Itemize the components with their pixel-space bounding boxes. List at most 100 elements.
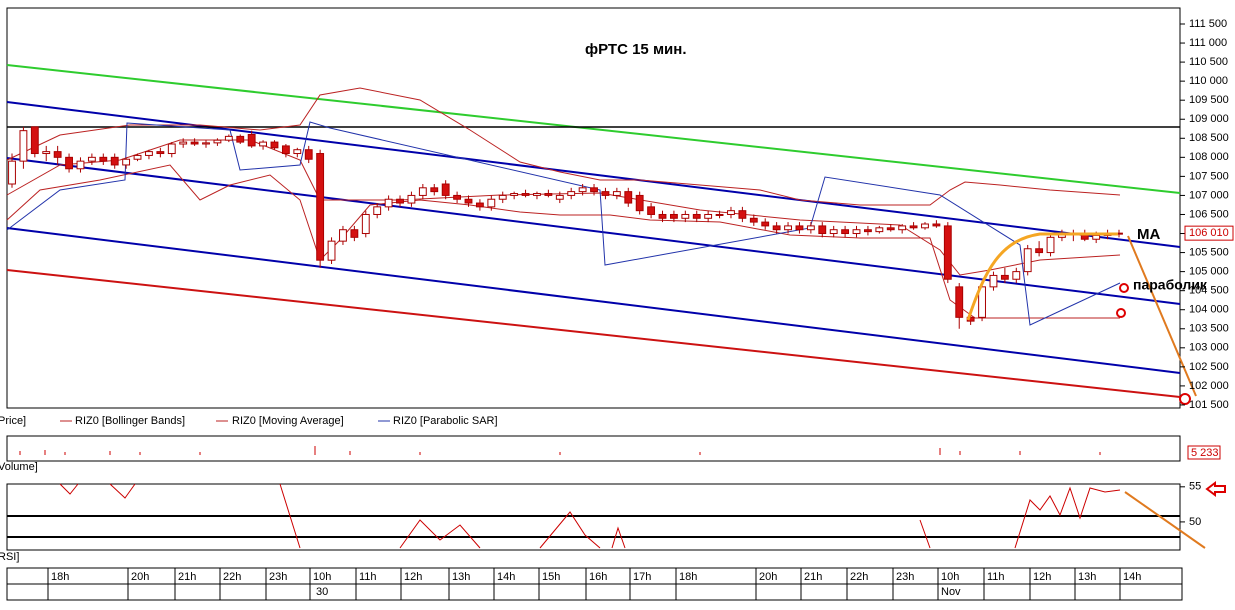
- candle-body: [567, 191, 576, 196]
- chart-title: фРТС 15 мин.: [585, 41, 687, 58]
- candle-body: [749, 217, 758, 223]
- candle-body: [578, 187, 587, 193]
- candle-body: [533, 193, 541, 196]
- y-tick-label: 109 500: [1189, 94, 1229, 106]
- candle-body: [350, 229, 359, 238]
- y-tick-label: 107 500: [1189, 170, 1229, 182]
- bollinger-upper: [6, 87, 1121, 206]
- candle-body: [42, 151, 51, 155]
- time-label: 22h: [223, 571, 241, 583]
- annotation-curve: [966, 232, 1118, 321]
- candle-body: [738, 210, 747, 219]
- candle-body: [487, 198, 496, 208]
- candle-body: [635, 194, 644, 212]
- y-tick-label: 105 500: [1189, 246, 1229, 258]
- trend-line: [6, 227, 1181, 374]
- candle-body: [270, 141, 279, 149]
- time-label: 16h: [589, 571, 607, 583]
- candle-body: [829, 229, 838, 235]
- candle-body: [8, 160, 16, 185]
- time-label: 11h: [359, 571, 377, 583]
- rsi-label: RSI]: [0, 551, 19, 563]
- candle-body: [19, 130, 28, 162]
- candle-body: [647, 206, 656, 215]
- volume-label: Volume]: [0, 461, 38, 473]
- candle-body: [806, 225, 815, 231]
- candle-body: [932, 223, 941, 227]
- candle-body: [122, 158, 131, 166]
- candle-body: [818, 225, 827, 235]
- volume-pane: [6, 435, 1181, 462]
- candle-body: [87, 156, 96, 162]
- candle-body: [293, 149, 302, 155]
- time-label: 11h: [987, 571, 1005, 583]
- candle-body: [99, 156, 108, 162]
- volume-last-box: [1187, 445, 1221, 460]
- time-label: 21h: [804, 571, 822, 583]
- time-label: 14h: [1123, 571, 1141, 583]
- y-tick-label: 108 000: [1189, 151, 1229, 163]
- candle-body: [213, 139, 222, 144]
- volume-bars: [19, 446, 1101, 455]
- candle-body: [133, 154, 142, 160]
- y-tick-label: 101 500: [1189, 399, 1229, 411]
- y-tick-label: 102 000: [1189, 380, 1229, 392]
- time-label: 12h: [1033, 571, 1051, 583]
- candle-body: [304, 149, 313, 160]
- time-label: 13h: [1078, 571, 1096, 583]
- time-label: 23h: [269, 571, 287, 583]
- candle-body: [247, 133, 256, 147]
- candle-body: [1046, 236, 1055, 254]
- candle-body: [167, 143, 176, 155]
- y-tick-label: 110 500: [1189, 56, 1228, 68]
- y-tick-label: 104 000: [1189, 304, 1229, 316]
- candle-body: [1023, 248, 1032, 273]
- candle-body: [555, 194, 564, 200]
- candle-body: [453, 194, 462, 200]
- last-price-label: 106 010: [1189, 227, 1229, 239]
- rsi-tick-label: 55: [1189, 481, 1201, 493]
- time-label: 20h: [759, 571, 777, 583]
- candle-body: [727, 210, 735, 215]
- time-label: 12h: [404, 571, 422, 583]
- candle-body: [886, 227, 895, 231]
- candle-body: [715, 213, 724, 216]
- date-label: 30: [316, 586, 328, 598]
- price-pane: [6, 7, 1181, 409]
- time-label: 18h: [679, 571, 697, 583]
- candle-body: [475, 202, 484, 208]
- time-label: 10h: [313, 571, 331, 583]
- annotation-circle: [1179, 393, 1191, 405]
- candle-body: [156, 151, 165, 155]
- candle-body: [544, 193, 553, 196]
- y-tick-label: 105 000: [1189, 266, 1229, 278]
- candle-body: [316, 153, 325, 261]
- legend-label: RIZ0 [Parabolic SAR]: [393, 415, 498, 427]
- time-label: 20h: [131, 571, 149, 583]
- candle-body: [795, 225, 804, 231]
- time-label: 13h: [452, 571, 470, 583]
- legend-label: Price]: [0, 415, 26, 427]
- candle-body: [921, 223, 929, 229]
- y-tick-label: 102 500: [1189, 361, 1229, 373]
- time-label: 18h: [51, 571, 69, 583]
- candle-body: [76, 160, 85, 170]
- time-label: 14h: [497, 571, 515, 583]
- annotation-arrow: [1124, 491, 1206, 549]
- candle-body: [1012, 271, 1021, 280]
- candle-body: [464, 198, 473, 204]
- time-label: 15h: [542, 571, 560, 583]
- candle-body: [1092, 234, 1101, 240]
- candle-body: [864, 229, 872, 233]
- candle-body: [909, 225, 918, 229]
- candle-body: [898, 225, 907, 231]
- candle-body: [841, 229, 850, 235]
- volume-last: 5 233: [1191, 447, 1219, 459]
- last-price-box: [1184, 225, 1234, 241]
- annotation-parabolic: параболик: [1133, 277, 1208, 293]
- candle-body: [373, 206, 382, 215]
- candle-body: [224, 135, 233, 141]
- trend-line: [6, 64, 1181, 194]
- candle-body: [498, 194, 507, 200]
